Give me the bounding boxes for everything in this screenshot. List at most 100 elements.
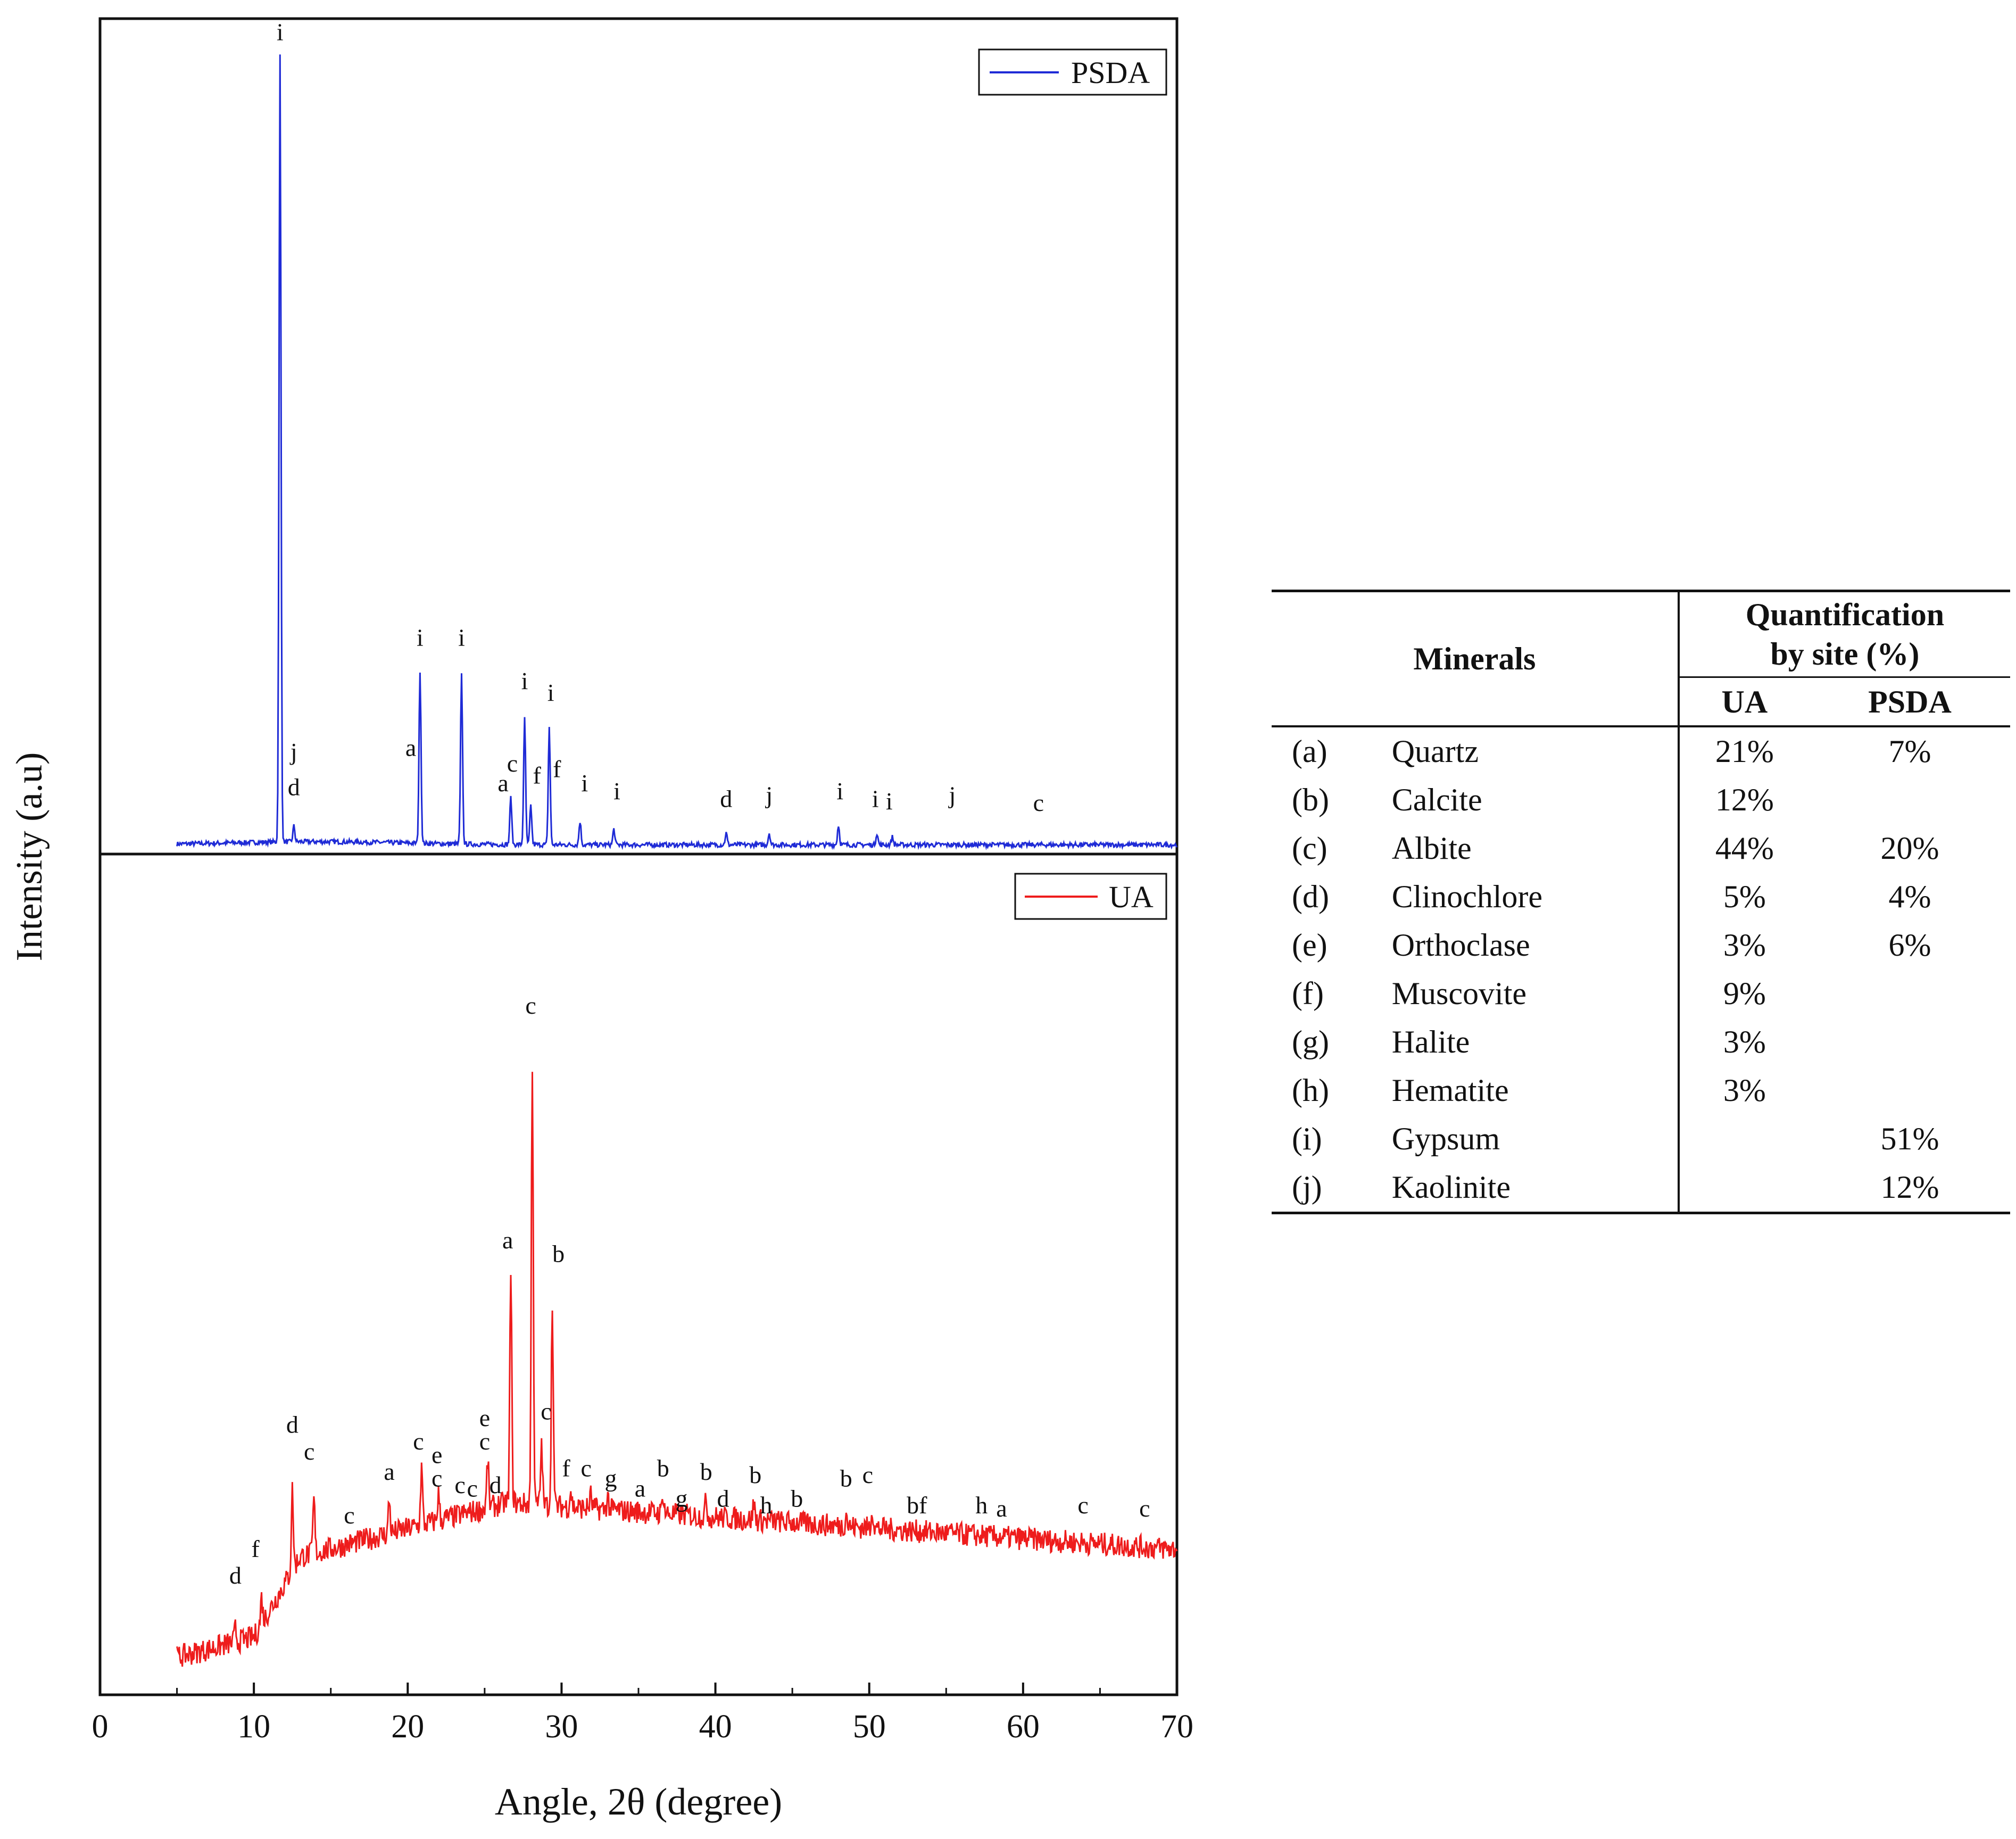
peak-label: i (836, 777, 843, 805)
mineral-code: (e) (1292, 927, 1328, 963)
psda-value: 4% (1888, 879, 1931, 914)
peak-label: c (467, 1474, 477, 1502)
mineral-table-container: Minerals Quantification by site (%) UA P… (1272, 590, 2010, 1214)
minerals-header-label: Minerals (1413, 641, 1536, 676)
peak-label: a (497, 769, 508, 797)
ua-value: 12% (1677, 776, 1810, 824)
ua-value: 21% (1677, 726, 1810, 776)
peak-label: c (862, 1461, 873, 1488)
peak-label: d (490, 1471, 502, 1498)
quant-header-line2: by site (%) (1770, 636, 1920, 672)
psda-value (1810, 1066, 2010, 1115)
mineral-name: Orthoclase (1391, 927, 1530, 963)
peak-label: j (948, 781, 956, 808)
mineral-code: (j) (1292, 1170, 1322, 1205)
table-row: (a) Quartz 21% 7% (1272, 726, 2010, 776)
ua-column-header: UA (1677, 677, 1810, 727)
psda-value: 7% (1888, 734, 1931, 769)
peak-label: d (229, 1562, 242, 1589)
peak-label: h (760, 1492, 773, 1519)
peak-label: j (289, 738, 297, 765)
peak-label: b (749, 1461, 761, 1488)
peak-label: i (613, 777, 620, 805)
table-header-row: Minerals Quantification by site (%) (1272, 591, 2010, 727)
peak-label: g (676, 1485, 688, 1512)
peak-label: d (717, 1485, 729, 1512)
mineral-code: (f) (1292, 976, 1324, 1011)
ua-value: 3% (1677, 921, 1810, 970)
peak-label: i (417, 624, 424, 651)
ua-value (1677, 1115, 1810, 1163)
legend-psda: PSDA (978, 48, 1167, 96)
peak-label: c (1077, 1492, 1088, 1519)
peak-label: a (502, 1227, 513, 1254)
peak-label: b (700, 1458, 712, 1485)
table-row: (i) Gypsum 51% (1272, 1115, 2010, 1163)
peak-label: c (541, 1398, 551, 1425)
x-tick-label: 10 (237, 1709, 270, 1745)
peak-label: i (547, 679, 554, 706)
peak-label: i (521, 667, 528, 694)
psda-value (1810, 1018, 2010, 1066)
x-tick-label: 0 (92, 1709, 109, 1745)
peak-label: b (840, 1465, 852, 1492)
peak-label: g (605, 1465, 617, 1492)
minerals-header: Minerals (1272, 591, 1679, 727)
peak-label: c (507, 750, 518, 777)
ua-value: 3% (1677, 1066, 1810, 1115)
mineral-code: (h) (1292, 1073, 1329, 1108)
table-row: (h) Hematite 3% (1272, 1066, 2010, 1115)
peak-label: h (975, 1492, 988, 1519)
mineral-name: Halite (1391, 1024, 1470, 1059)
mineral-code: (d) (1292, 879, 1329, 914)
peak-label: f (533, 761, 542, 789)
peak-label: c (413, 1428, 424, 1455)
peak-label: c (580, 1455, 591, 1482)
mineral-code: (a) (1292, 734, 1328, 769)
ua-value (1677, 1163, 1810, 1213)
x-tick-label: 50 (853, 1709, 886, 1745)
peak-label: c (1139, 1495, 1150, 1522)
peak-label: bf (907, 1492, 927, 1519)
x-tick-label: 40 (699, 1709, 732, 1745)
peak-label: e (479, 1404, 490, 1431)
peak-label: d (288, 774, 300, 801)
mineral-name: Clinochlore (1391, 879, 1542, 914)
psda-value (1810, 776, 2010, 824)
psda-value: 6% (1888, 927, 1931, 963)
peak-label: c (479, 1428, 490, 1455)
legend-psda-label: PSDA (1071, 55, 1150, 90)
peak-label: f (251, 1535, 260, 1562)
table-row: (g) Halite 3% (1272, 1018, 2010, 1066)
peak-label: i (458, 624, 465, 651)
peak-label: a (996, 1495, 1007, 1522)
peak-label: d (720, 785, 732, 813)
legend-ua-label: UA (1109, 880, 1154, 914)
mineral-name: Calcite (1391, 782, 1482, 817)
peak-label: c (432, 1465, 442, 1492)
psda-value: 20% (1880, 831, 1939, 866)
peak-label: d (286, 1411, 298, 1438)
peak-label: c (344, 1502, 354, 1529)
x-axis-label: Angle, 2θ (degree) (495, 1780, 782, 1823)
x-tick-label: 30 (545, 1709, 578, 1745)
x-tick-label: 70 (1160, 1709, 1193, 1745)
table-row: (e) Orthoclase 3% 6% (1272, 921, 2010, 970)
table-row: (b) Calcite 12% (1272, 776, 2010, 824)
ua-value: 5% (1677, 873, 1810, 921)
peak-label: e (432, 1441, 442, 1468)
peak-label: f (553, 756, 561, 783)
ua-value: 44% (1677, 824, 1810, 873)
ua-value: 9% (1677, 970, 1810, 1018)
peak-label: i (581, 769, 588, 797)
mineral-name: Gypsum (1391, 1121, 1500, 1156)
mineral-code: (g) (1292, 1024, 1329, 1059)
peak-label: c (1033, 789, 1044, 816)
peak-label: f (562, 1455, 570, 1482)
peak-label: c (525, 992, 536, 1019)
ua-value: 3% (1677, 1018, 1810, 1066)
x-tick-label: 60 (1007, 1709, 1040, 1745)
peak-label: b (552, 1240, 565, 1267)
